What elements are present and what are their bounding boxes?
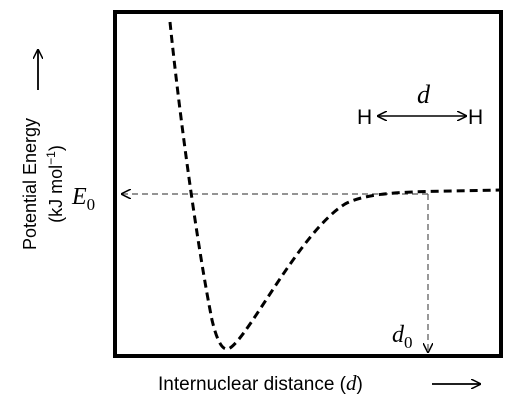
e0-label: E0 xyxy=(71,184,95,214)
y-axis-unit-suffix: ) xyxy=(46,145,66,151)
d0-label-base: d xyxy=(392,322,405,348)
x-axis-label-variable: d xyxy=(346,371,357,395)
left-h-atom: H xyxy=(357,106,372,129)
y-axis-unit-prefix: (kJ mol xyxy=(46,165,66,223)
d0-label: d0 xyxy=(392,322,413,352)
e0-label-base: E xyxy=(71,184,87,210)
right-h-atom: H xyxy=(468,106,483,129)
y-axis-label-group: Potential Energy (kJ mol−1) xyxy=(20,118,66,250)
y-axis-label-line1: Potential Energy xyxy=(20,118,40,250)
x-axis-label-prefix: Internuclear distance ( xyxy=(158,374,347,395)
plot-frame xyxy=(113,10,503,358)
y-axis-unit-exponent: −1 xyxy=(44,151,58,165)
distance-symbol: d xyxy=(417,80,431,109)
x-axis-label: Internuclear distance (d) xyxy=(158,371,363,395)
y-axis-label-line2: (kJ mol−1) xyxy=(44,145,66,223)
potential-energy-curve xyxy=(168,21,501,351)
e0-label-subscript: 0 xyxy=(87,195,96,214)
d0-label-subscript: 0 xyxy=(404,333,413,352)
h2-molecule-illustration: d H H xyxy=(357,80,483,129)
x-axis-label-suffix: ) xyxy=(357,374,363,395)
